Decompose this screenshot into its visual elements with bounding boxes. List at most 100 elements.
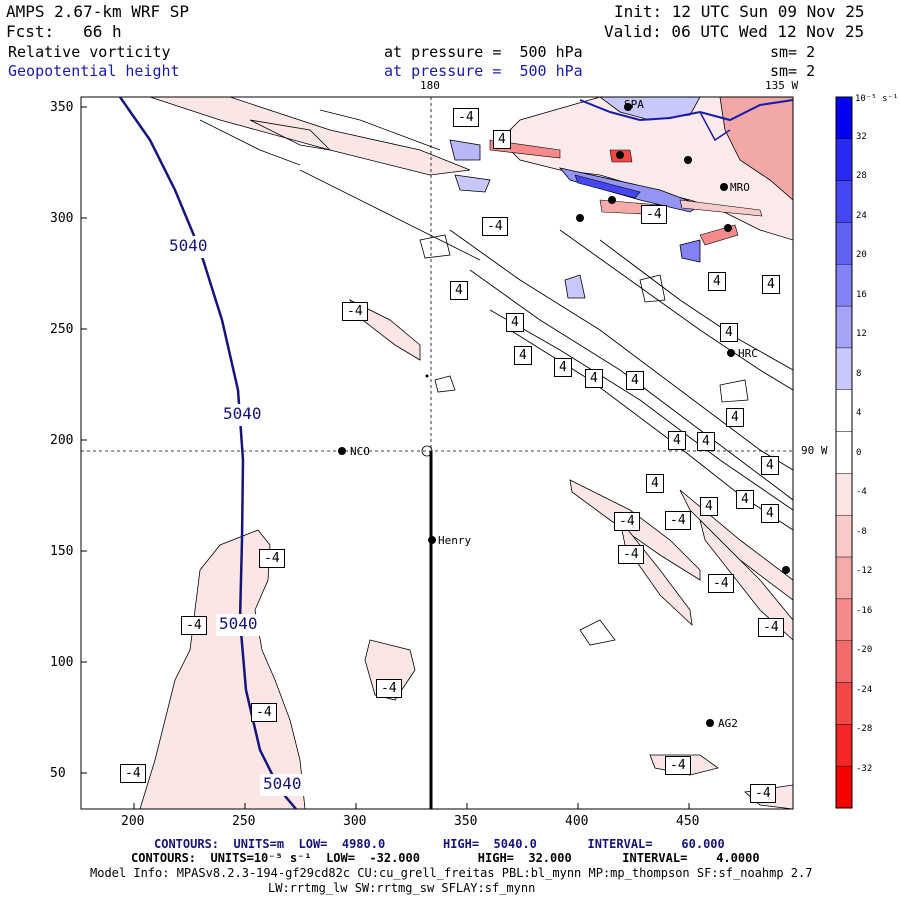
height-label: 5040 — [223, 404, 262, 423]
station-henry: Henry — [438, 534, 472, 547]
colorbar-swatch — [835, 724, 853, 767]
height-contour-5040 — [118, 97, 297, 809]
vorticity-label-positive: 4 — [668, 431, 686, 450]
colorbar-swatch — [835, 598, 853, 641]
vorticity-label-positive: 4 — [514, 346, 532, 365]
colorbar-tick-label: -32 — [856, 764, 873, 774]
vorticity-label-positive: 4 — [762, 275, 780, 294]
colorbar-tick-label: -20 — [856, 645, 873, 655]
vorticity-label-positive: 4 — [450, 281, 468, 300]
x-tick-label: 300 — [343, 814, 367, 829]
station-nco: NCO — [350, 445, 370, 458]
field1-name: Relative vorticity — [8, 43, 171, 61]
colorbar-swatch — [835, 305, 853, 349]
x-tick-label: 250 — [232, 814, 256, 829]
y-tick-label: 50 — [50, 766, 66, 781]
vorticity-label-positive: 4 — [720, 323, 738, 342]
station-mro: MRO — [730, 181, 750, 194]
station-hrc: HRC — [738, 347, 758, 360]
colorbar-tick-label: 8 — [856, 369, 862, 379]
vorticity-label-negative: -4 — [665, 511, 691, 530]
forecast-hour: Fcst: 66 h — [6, 22, 122, 41]
footer-model-info: Model Info: MPASv8.2.3-194-gf29cd82c CU:… — [90, 866, 813, 880]
vorticity-label-positive: 4 — [761, 456, 779, 475]
vorticity-label-negative: -4 — [259, 549, 285, 568]
colorbar-tick-label: 4 — [856, 408, 862, 418]
field1-smoothing: sm= 2 — [770, 43, 816, 61]
colorbar-swatch — [835, 640, 853, 683]
init-time: Init: 12 UTC Sun 09 Nov 25 — [614, 2, 865, 21]
meridian-label-135w: 135 W — [765, 79, 799, 92]
meridian-label-180: 180 — [420, 79, 440, 92]
vorticity-label-negative: -4 — [342, 302, 368, 321]
vorticity-label-positive: 4 — [585, 369, 603, 388]
colorbar-swatch — [835, 515, 853, 558]
vorticity-label-negative: -4 — [453, 108, 479, 127]
colorbar-tick-label: 24 — [856, 211, 867, 221]
colorbar-tick-label: 0 — [856, 448, 862, 458]
colorbar-swatch — [835, 556, 853, 600]
vorticity-label-negative: -4 — [618, 545, 644, 564]
vorticity-label-negative: -4 — [641, 205, 667, 224]
model-title: AMPS 2.67-km WRF SP — [6, 2, 190, 21]
vorticity-label-negative: -4 — [665, 756, 691, 775]
vorticity-label-positive: 4 — [697, 432, 715, 451]
vorticity-label-positive: 4 — [726, 408, 744, 427]
parallel-label-90w: 90 W — [801, 444, 828, 457]
field2-level: at pressure = 500 hPa — [384, 62, 583, 80]
station-ag2: AG2 — [718, 717, 738, 730]
colorbar-swatch — [835, 431, 853, 474]
vorticity-label-negative: -4 — [614, 512, 640, 531]
colorbar-swatch — [835, 264, 853, 307]
vorticity-label-negative: -4 — [251, 703, 277, 722]
colorbar — [835, 96, 853, 809]
vorticity-label-positive: 4 — [506, 313, 524, 332]
vorticity-label-positive: 4 — [761, 504, 779, 523]
y-tick-label: 350 — [50, 100, 74, 115]
vorticity-label-negative: -4 — [120, 764, 146, 783]
field2-name: Geopotential height — [8, 62, 180, 80]
vorticity-label-negative: -4 — [758, 618, 784, 637]
footer-physics-info: LW:rrtmg_lw SW:rrtmg_sw SFLAY:sf_mynn — [268, 881, 536, 895]
height-label: 5040 — [263, 774, 302, 793]
vorticity-label-positive: 4 — [708, 272, 726, 291]
footer-vorticity-contours: CONTOURS: UNITS=10⁻⁵ s⁻¹ LOW= -32.000 HI… — [131, 851, 760, 865]
y-tick-label: 200 — [50, 433, 74, 448]
colorbar-tick-label: -12 — [856, 566, 873, 576]
colorbar-swatch — [835, 96, 853, 140]
colorbar-swatch — [835, 682, 853, 725]
height-label: 5040 — [169, 236, 208, 255]
colorbar-tick-label: 12 — [856, 329, 867, 339]
vorticity-label-negative: -4 — [750, 784, 776, 803]
vorticity-label-positive: 4 — [493, 130, 511, 149]
vorticity-label-positive: 4 — [626, 371, 644, 390]
colorbar-tick-label: -16 — [856, 606, 873, 616]
vorticity-label-negative: -4 — [181, 616, 207, 635]
colorbar-tick-label: -24 — [856, 685, 873, 695]
y-tick-label: 300 — [50, 211, 74, 226]
colorbar-tick-label: -8 — [856, 527, 867, 537]
vorticity-label-positive: 4 — [554, 358, 572, 377]
vorticity-label-positive: 4 — [736, 490, 754, 509]
footer-height-contours: CONTOURS: UNITS=m LOW= 4980.0 HIGH= 5040… — [154, 837, 725, 851]
vorticity-label-negative: -4 — [708, 574, 734, 593]
valid-time: Valid: 06 UTC Wed 12 Nov 25 — [604, 22, 865, 41]
x-tick-label: 400 — [565, 814, 589, 829]
vorticity-label-negative: -4 — [376, 679, 402, 698]
colorbar-tick-label: 28 — [856, 171, 867, 181]
colorbar-tick-label: -28 — [856, 724, 873, 734]
y-tick-label: 250 — [50, 322, 74, 337]
height-label: 5040 — [219, 614, 258, 633]
x-tick-label: 350 — [454, 814, 478, 829]
y-tick-label: 150 — [50, 544, 74, 559]
colorbar-swatch — [835, 765, 853, 809]
colorbar-swatch — [835, 347, 853, 390]
colorbar-swatch — [835, 389, 853, 432]
colorbar-swatch — [835, 222, 853, 265]
colorbar-unit: 10⁻⁵ s⁻¹ — [855, 94, 899, 104]
colorbar-tick-label: 20 — [856, 250, 867, 260]
colorbar-swatch — [835, 180, 853, 223]
colorbar-tick-label: 32 — [856, 132, 867, 142]
y-tick-label: 100 — [50, 655, 74, 670]
